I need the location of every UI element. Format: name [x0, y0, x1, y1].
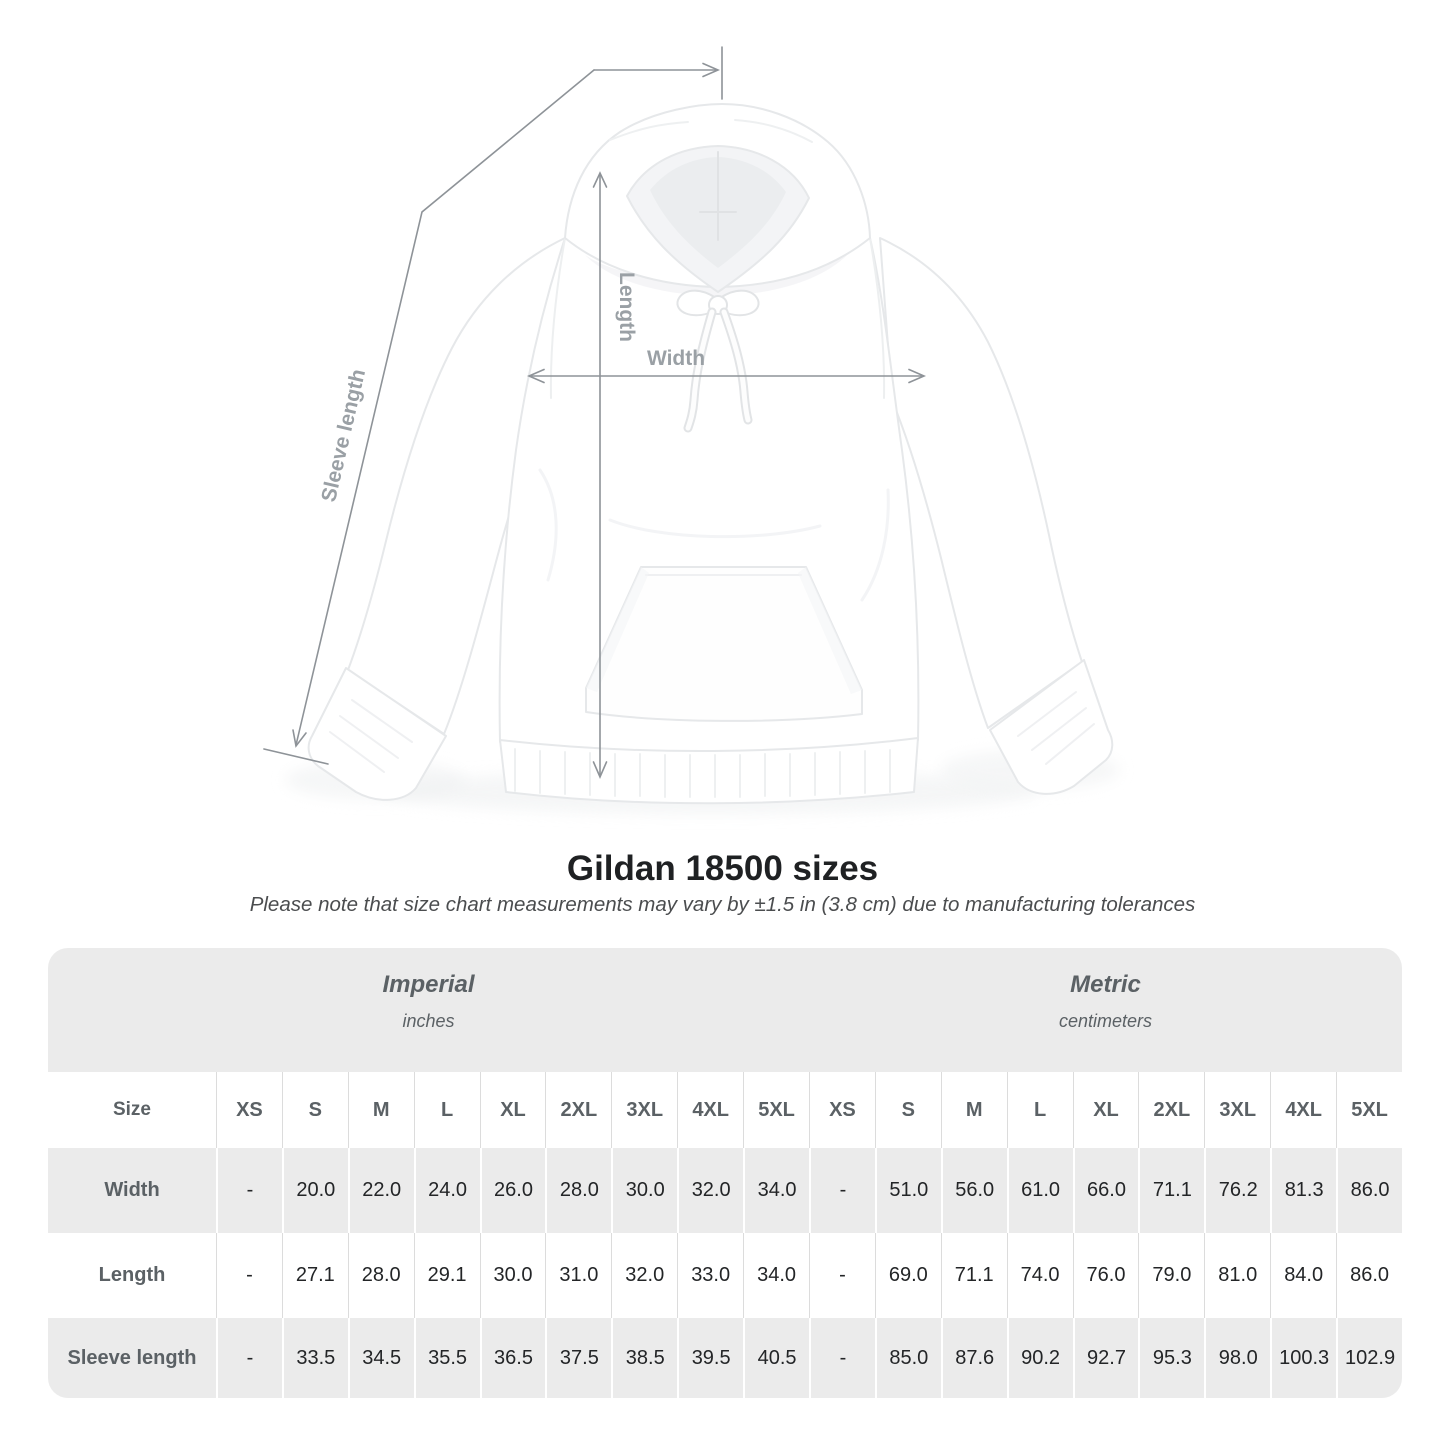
sleeve-length-line [295, 69, 595, 746]
sleeve-length-label: Sleeve length [317, 367, 370, 504]
cell-sleeve-length-imperial-3xl: 38.5 [611, 1318, 678, 1398]
arrowhead-sleeve-icon [292, 729, 307, 748]
row-label-width: Width [48, 1148, 216, 1233]
arrowhead-down-icon [592, 761, 608, 780]
hoodie-graphic [307, 103, 1114, 805]
col-header-metric-2xl: 2XL [1138, 1072, 1204, 1148]
cell-sleeve-length-metric-5xl: 102.9 [1336, 1318, 1402, 1398]
group-sublabel: centimeters [1058, 1010, 1152, 1031]
cell-length-metric-s: 69.0 [874, 1233, 941, 1318]
col-header-imperial-xs: XS [216, 1072, 282, 1148]
col-header-metric-xs: XS [808, 1072, 875, 1148]
cell-length-imperial-2xl: 31.0 [545, 1233, 611, 1318]
group-label: Metric [1070, 970, 1141, 998]
page-subtitle: Please note that size chart measurements… [249, 893, 1196, 916]
col-header-imperial-m: M [347, 1072, 414, 1148]
size-column-header: Size [112, 1099, 152, 1120]
cell-sleeve-length-imperial-xl: 36.5 [479, 1318, 546, 1398]
length-label: Length [615, 272, 638, 342]
cell-sleeve-length-metric-xl: 92.7 [1072, 1318, 1139, 1398]
cell-length-imperial-s: 27.1 [281, 1233, 348, 1318]
cell-width-imperial-s: 20.0 [281, 1148, 348, 1233]
col-header-imperial-l: L [413, 1072, 480, 1148]
cell-sleeve-length-imperial-2xl: 37.5 [545, 1318, 612, 1398]
col-header-metric-m: M [940, 1072, 1007, 1148]
cell-length-imperial-4xl: 33.0 [677, 1233, 743, 1318]
col-header-imperial-s: S [281, 1072, 348, 1148]
arrowhead-right2-icon [908, 368, 927, 384]
cell-length-imperial-m: 28.0 [347, 1233, 414, 1318]
cell-length-imperial-5xl: 34.0 [743, 1233, 809, 1318]
cell-length-imperial-l: 29.1 [413, 1233, 480, 1318]
cell-length-metric-xl: 76.0 [1072, 1233, 1139, 1318]
col-header-imperial-5xl: 5XL [743, 1072, 809, 1148]
cell-sleeve-length-imperial-xs: - [216, 1318, 282, 1398]
row-label-length: Length [98, 1264, 166, 1286]
cell-width-metric-3xl: 76.2 [1204, 1148, 1271, 1233]
col-header-imperial-3xl: 3XL [611, 1072, 677, 1148]
group-header-metric: Metric centimeters [808, 948, 1402, 1072]
cell-sleeve-length-imperial-5xl: 40.5 [743, 1318, 809, 1398]
cell-width-metric-l: 61.0 [1006, 1148, 1073, 1233]
cell-width-imperial-3xl: 30.0 [611, 1148, 678, 1233]
cell-width-metric-m: 56.0 [940, 1148, 1007, 1233]
col-header-metric-3xl: 3XL [1204, 1072, 1270, 1148]
col-header-imperial-xl: XL [479, 1072, 546, 1148]
cell-sleeve-length-metric-3xl: 98.0 [1204, 1318, 1271, 1398]
width-label: Width [647, 347, 705, 370]
cell-length-imperial-xl: 30.0 [479, 1233, 546, 1318]
measurement-arrows [263, 46, 927, 780]
size-table: Imperial inches Metric centimeters Size XS S M L… [48, 948, 1402, 1398]
page-title: Gildan 18500 sizes [566, 849, 879, 888]
cell-sleeve-length-metric-xs: - [808, 1318, 875, 1398]
col-header-metric-s: S [874, 1072, 941, 1148]
cell-length-metric-3xl: 81.0 [1204, 1233, 1270, 1318]
cell-width-metric-5xl: 86.0 [1336, 1148, 1402, 1233]
cell-sleeve-length-metric-2xl: 95.3 [1138, 1318, 1205, 1398]
cell-sleeve-length-imperial-4xl: 39.5 [677, 1318, 744, 1398]
col-header-imperial-2xl: 2XL [545, 1072, 611, 1148]
cell-sleeve-length-metric-l: 90.2 [1006, 1318, 1073, 1398]
col-header-imperial-4xl: 4XL [677, 1072, 743, 1148]
cell-width-metric-xl: 66.0 [1072, 1148, 1139, 1233]
cell-sleeve-length-metric-4xl: 100.3 [1270, 1318, 1337, 1398]
cell-width-metric-4xl: 81.3 [1270, 1148, 1337, 1233]
cell-length-metric-2xl: 79.0 [1138, 1233, 1204, 1318]
cell-length-metric-l: 74.0 [1006, 1233, 1073, 1318]
cell-sleeve-length-metric-s: 85.0 [874, 1318, 941, 1398]
cell-length-metric-5xl: 86.0 [1336, 1233, 1402, 1318]
cell-length-metric-m: 71.1 [940, 1233, 1007, 1318]
arrowhead-left-icon [526, 368, 545, 384]
group-label: Imperial [382, 970, 475, 998]
col-header-metric-l: L [1006, 1072, 1073, 1148]
col-header-metric-5xl: 5XL [1336, 1072, 1402, 1148]
cell-sleeve-length-imperial-l: 35.5 [413, 1318, 480, 1398]
sleeve-end-tick [263, 748, 329, 765]
group-sublabel: inches [402, 1010, 455, 1031]
cell-width-imperial-5xl: 34.0 [743, 1148, 809, 1233]
cell-width-imperial-xl: 26.0 [479, 1148, 546, 1233]
cell-width-imperial-2xl: 28.0 [545, 1148, 612, 1233]
cell-width-metric-xs: - [808, 1148, 875, 1233]
row-label-sleeve-length: Sleeve length [48, 1318, 216, 1398]
cell-length-metric-4xl: 84.0 [1270, 1233, 1336, 1318]
col-header-metric-4xl: 4XL [1270, 1072, 1336, 1148]
group-header-imperial: Imperial inches [48, 948, 809, 1072]
col-header-metric-xl: XL [1072, 1072, 1139, 1148]
cell-sleeve-length-imperial-s: 33.5 [281, 1318, 348, 1398]
cell-length-metric-xs: - [808, 1233, 875, 1318]
cell-length-imperial-3xl: 32.0 [611, 1233, 677, 1318]
cell-width-imperial-4xl: 32.0 [677, 1148, 744, 1233]
arrowhead-up-icon [592, 171, 608, 188]
cell-length-imperial-xs: - [216, 1233, 282, 1318]
cell-width-metric-s: 51.0 [874, 1148, 941, 1233]
cell-width-metric-2xl: 71.1 [1138, 1148, 1205, 1233]
cell-width-imperial-xs: - [216, 1148, 282, 1233]
cell-sleeve-length-metric-m: 87.6 [940, 1318, 1007, 1398]
cell-width-imperial-l: 24.0 [413, 1148, 480, 1233]
hoodie-measurement-diagram: Length Width Sleeve length [263, 46, 1120, 814]
cell-width-imperial-m: 22.0 [347, 1148, 414, 1233]
arrowhead-right-icon [702, 62, 721, 78]
cell-sleeve-length-imperial-m: 34.5 [347, 1318, 414, 1398]
